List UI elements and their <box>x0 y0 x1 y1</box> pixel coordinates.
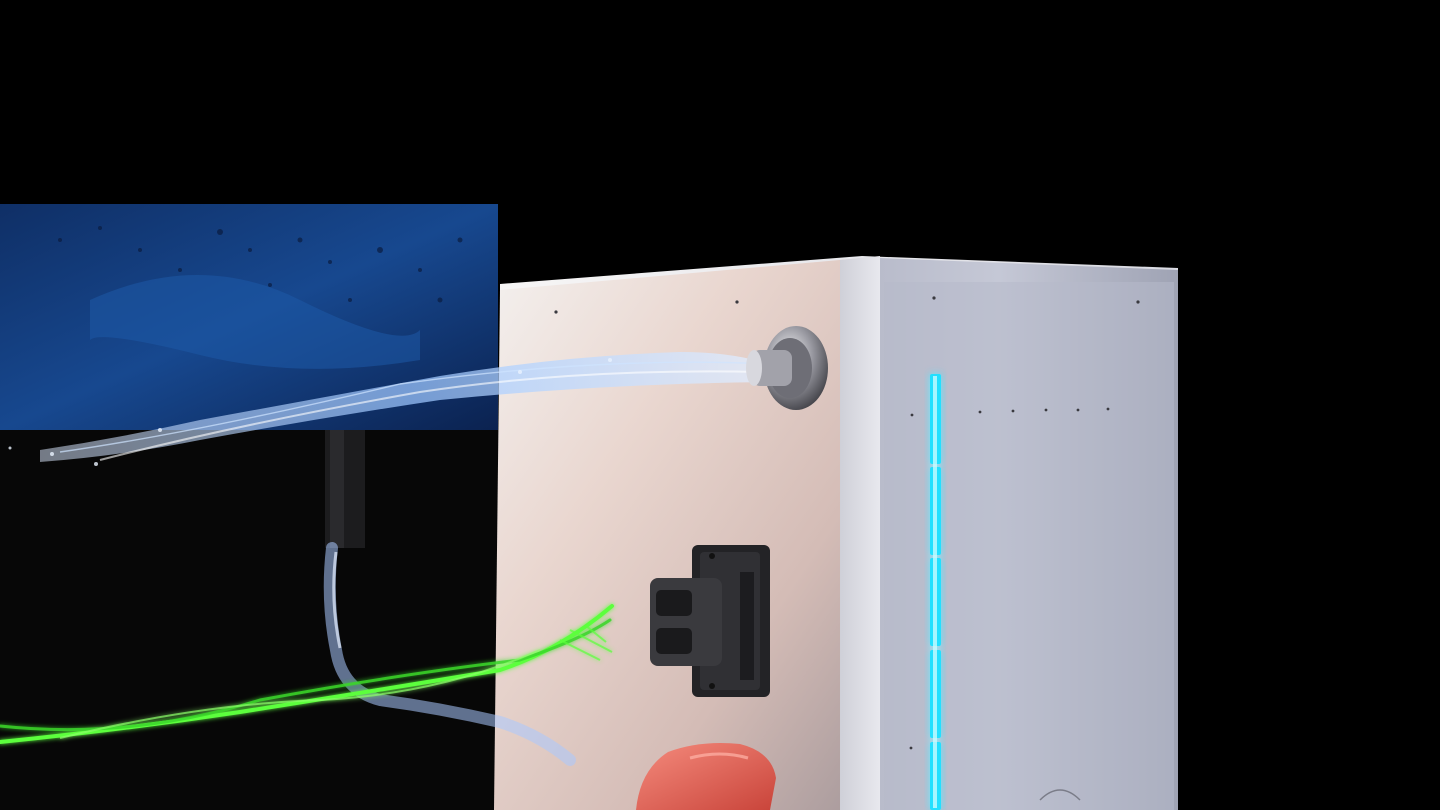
nozzle <box>746 326 828 410</box>
power-cable-green <box>0 604 614 744</box>
drain-water <box>323 542 576 766</box>
water-stream <box>8 352 780 466</box>
red-plug <box>636 743 776 810</box>
screw-holes <box>554 296 1140 750</box>
water-tank <box>0 204 498 810</box>
battery-cabinet <box>494 256 1178 810</box>
connector-port <box>650 545 770 697</box>
led-strip <box>930 374 941 810</box>
